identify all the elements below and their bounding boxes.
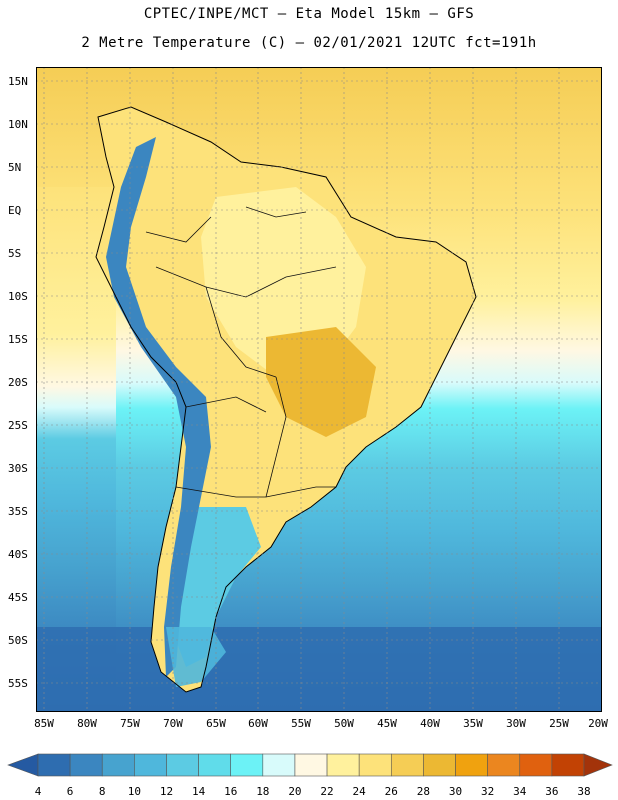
colorbar-segment bbox=[262, 753, 296, 777]
lat-label-5n: 5N bbox=[8, 161, 22, 174]
colorbar-underflow-arrow bbox=[7, 753, 39, 777]
lat-label-15n: 15N bbox=[8, 75, 28, 88]
colorbar-tick-label: 6 bbox=[66, 785, 74, 798]
colorbar-tick-label: 18 bbox=[256, 785, 270, 798]
lon-label-25w: 25W bbox=[549, 717, 569, 730]
colorbar-segment bbox=[37, 753, 71, 777]
temperature-map bbox=[36, 67, 602, 712]
colorbar-segment bbox=[134, 753, 167, 777]
lon-label-40w: 40W bbox=[420, 717, 440, 730]
lat-label-30s: 30S bbox=[8, 462, 28, 475]
lat-label-eq: EQ bbox=[8, 204, 22, 217]
temperature-colorbar bbox=[7, 753, 613, 777]
colorbar-segment bbox=[519, 753, 553, 777]
colorbar-segment bbox=[390, 753, 424, 777]
lon-label-85w: 85W bbox=[34, 717, 54, 730]
lat-label-15s: 15S bbox=[8, 333, 28, 346]
coastline bbox=[95, 106, 477, 693]
colorbar-overflow-arrow bbox=[583, 753, 613, 777]
map-title: CPTEC/INPE/MCT – Eta Model 15km – GFS bbox=[143, 6, 475, 22]
colorbar-tick-label: 24 bbox=[352, 785, 366, 798]
colorbar-tick-label: 20 bbox=[288, 785, 302, 798]
lon-label-75w: 75W bbox=[120, 717, 140, 730]
colorbar-tick-label: 34 bbox=[513, 785, 527, 798]
colorbar-tick-label: 10 bbox=[127, 785, 141, 798]
lon-label-20w: 20W bbox=[588, 717, 608, 730]
lat-label-10s: 10S bbox=[8, 290, 28, 303]
colorbar-tick-label: 14 bbox=[191, 785, 206, 798]
colorbar-segment bbox=[198, 753, 232, 777]
lat-label-25s: 25S bbox=[8, 419, 28, 432]
colorbar-tick-label: 32 bbox=[481, 785, 495, 798]
lon-label-70w: 70W bbox=[163, 717, 183, 730]
colorbar-segment bbox=[326, 753, 360, 777]
colorbar-segment bbox=[101, 753, 135, 777]
colorbar-tick-label: 36 bbox=[545, 785, 559, 798]
colorbar-segment bbox=[69, 753, 103, 777]
lat-label-10n: 10N bbox=[8, 118, 28, 131]
lat-label-50s: 50S bbox=[8, 634, 28, 647]
map-subtitle: 2 Metre Temperature (C) – 02/01/2021 12U… bbox=[81, 35, 537, 51]
colorbar-tick-label: 38 bbox=[577, 785, 591, 798]
lat-label-55s: 55S bbox=[8, 677, 28, 690]
lon-label-80w: 80W bbox=[77, 717, 97, 730]
lon-label-55w: 55W bbox=[291, 717, 311, 730]
lon-label-60w: 60W bbox=[248, 717, 268, 730]
graticule bbox=[36, 67, 602, 712]
lon-label-65w: 65W bbox=[206, 717, 226, 730]
lat-label-20s: 20S bbox=[8, 376, 28, 389]
lat-label-45s: 45S bbox=[8, 591, 28, 604]
colorbar-tick-label: 26 bbox=[384, 785, 398, 798]
lat-label-5s: 5S bbox=[8, 247, 22, 260]
colorbar-tick-label: 22 bbox=[320, 785, 334, 798]
colorbar-segment bbox=[423, 753, 456, 777]
lat-label-35s: 35S bbox=[8, 505, 28, 518]
southern-ocean-field bbox=[36, 627, 602, 712]
colorbar-tick-label: 12 bbox=[159, 785, 174, 798]
andes-cold-band bbox=[106, 137, 211, 677]
colorbar-segment bbox=[551, 753, 585, 777]
colorbar-segment bbox=[166, 753, 199, 777]
map-frame bbox=[36, 67, 602, 712]
colorbar-tick-label: 16 bbox=[224, 785, 238, 798]
lon-label-45w: 45W bbox=[377, 717, 397, 730]
lat-label-40s: 40S bbox=[8, 548, 28, 561]
colorbar-segment bbox=[487, 753, 521, 777]
lon-label-30w: 30W bbox=[506, 717, 526, 730]
colorbar-segment bbox=[294, 753, 328, 777]
colorbar-tick-label: 28 bbox=[416, 785, 431, 798]
colorbar-tick-label: 4 bbox=[34, 785, 42, 798]
country-borders bbox=[145, 206, 337, 498]
colorbar-segment bbox=[358, 753, 392, 777]
lon-label-50w: 50W bbox=[334, 717, 354, 730]
colorbar-tick-label: 30 bbox=[448, 785, 463, 798]
lon-label-35w: 35W bbox=[463, 717, 483, 730]
colorbar-tick-label: 8 bbox=[98, 785, 106, 798]
colorbar-segment bbox=[230, 753, 264, 777]
pacific-ocean-field bbox=[36, 187, 116, 712]
colorbar-segment bbox=[455, 753, 488, 777]
